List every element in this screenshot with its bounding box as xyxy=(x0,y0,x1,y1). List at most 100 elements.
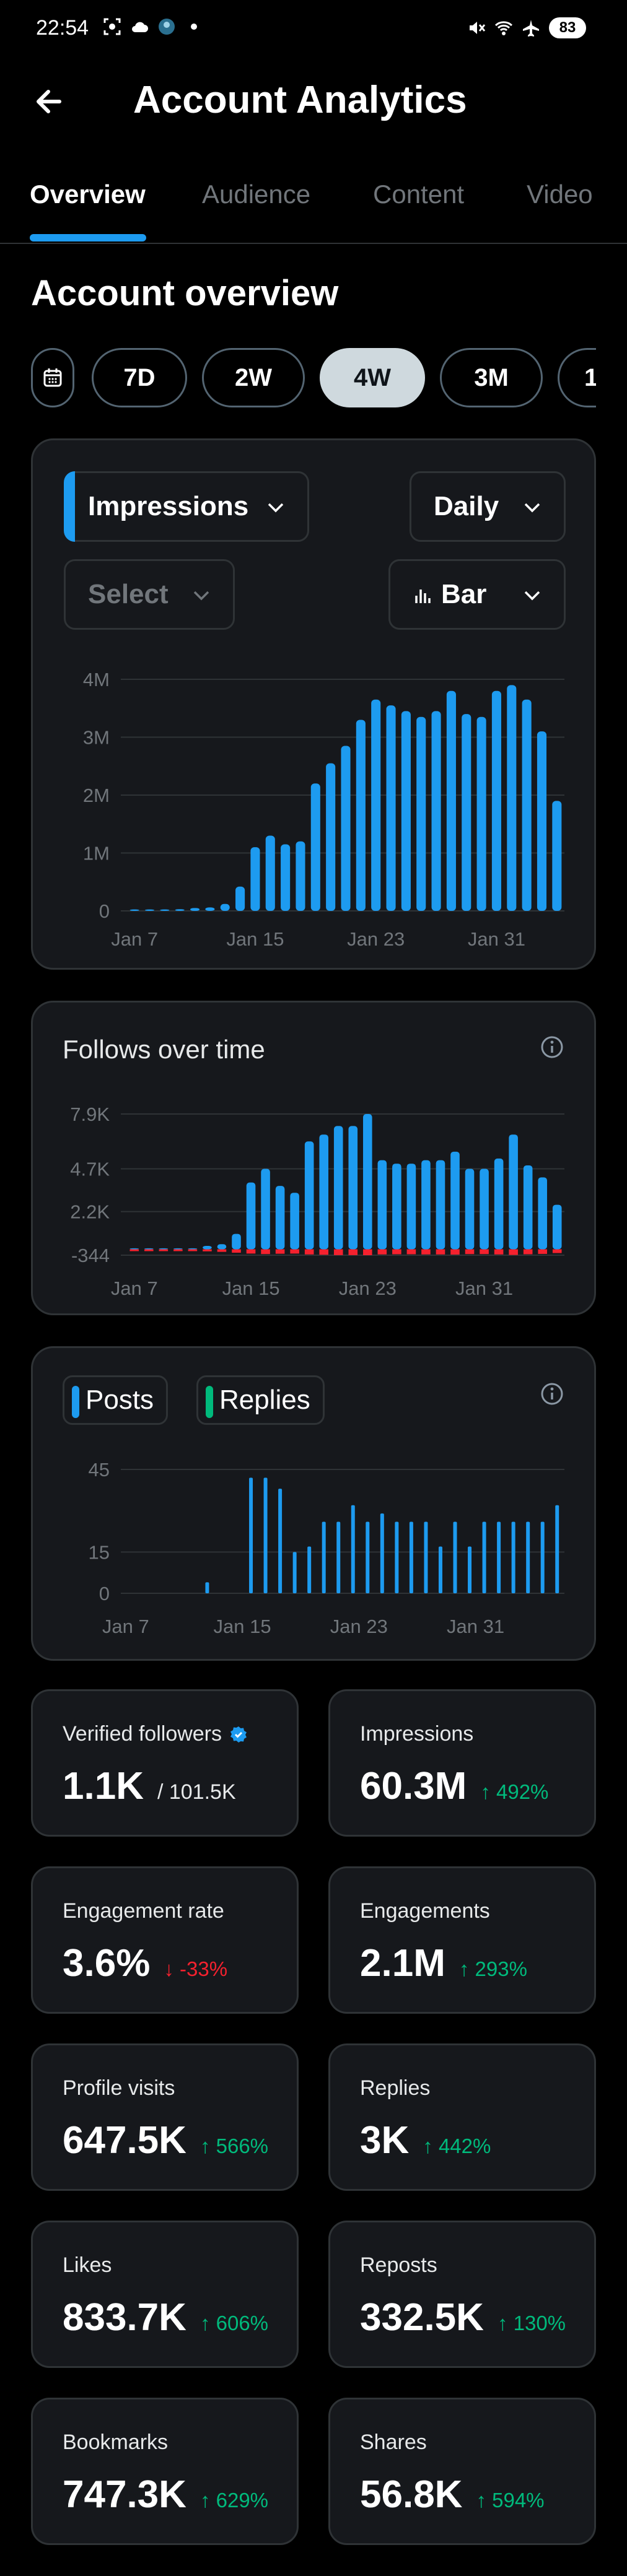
follows-gained-bar xyxy=(144,1248,154,1250)
follows-gained-bar xyxy=(509,1134,518,1250)
impressions-bar xyxy=(386,705,396,911)
stat-delta-value: 442% xyxy=(438,2134,491,2157)
range-4w[interactable]: 4W xyxy=(320,348,425,407)
y-tick-label: 2.2K xyxy=(70,1201,110,1223)
info-icon[interactable] xyxy=(540,1035,564,1060)
tab-audience[interactable]: Audience xyxy=(202,180,311,209)
range-2w[interactable]: 2W xyxy=(202,348,305,407)
stat-engagement-rate[interactable]: Engagement rate 3.6% ↓ -33% xyxy=(31,1866,299,2014)
follows-gained-bar xyxy=(129,1248,139,1250)
posts-bar xyxy=(468,1546,472,1593)
stat-reposts[interactable]: Reposts 332.5K ↑ 130% xyxy=(328,2221,596,2368)
impressions-bar xyxy=(491,690,501,911)
follows-gained-bar xyxy=(421,1160,431,1250)
tab-video[interactable]: Video xyxy=(527,180,593,209)
posts-bar xyxy=(307,1546,312,1593)
follows-gained-bar xyxy=(304,1141,314,1250)
stat-value-wrap: 833.7K ↑ 606% xyxy=(63,2295,268,2339)
follows-lost-bar xyxy=(377,1249,387,1255)
stat-replies[interactable]: Replies 3K ↑ 442% xyxy=(328,2043,596,2191)
follows-gained-bar xyxy=(494,1158,504,1250)
active-tab-indicator xyxy=(30,234,146,242)
stat-impressions[interactable]: Impressions 60.3M ↑ 492% xyxy=(328,1689,596,1837)
stat-delta-value: 130% xyxy=(513,2312,566,2334)
granularity-dropdown[interactable]: Daily xyxy=(410,471,566,542)
notification-dot-icon xyxy=(191,24,197,30)
stat-engagements[interactable]: Engagements 2.1M ↑ 293% xyxy=(328,1866,596,2014)
follows-gained-bar xyxy=(232,1234,241,1250)
stat-bookmarks[interactable]: Bookmarks 747.3K ↑ 629% xyxy=(31,2398,299,2545)
compare-dropdown[interactable]: Select xyxy=(64,559,235,630)
stat-delta: ↑ 566% xyxy=(200,2134,269,2157)
mute-icon xyxy=(470,22,486,34)
stat-label: Reposts xyxy=(360,2253,437,2277)
stat-delta: ↑ 629% xyxy=(200,2489,269,2512)
impressions-bar xyxy=(462,714,471,911)
follows-lost-bar xyxy=(480,1249,489,1255)
follows-lost-bar xyxy=(173,1249,183,1251)
impressions-bar xyxy=(310,783,320,911)
stat-shares[interactable]: Shares 56.8K ↑ 594% xyxy=(328,2398,596,2545)
y-tick-label: 15 xyxy=(89,1541,110,1563)
impressions-bar xyxy=(356,720,366,911)
stat-label: Replies xyxy=(360,2076,431,2100)
chart-type-label: Bar xyxy=(441,579,487,609)
stat-value: 833.7K xyxy=(63,2296,186,2339)
impressions-bar xyxy=(341,746,351,911)
legend-posts[interactable]: Posts xyxy=(63,1375,169,1425)
stat-delta-value: 492% xyxy=(496,1780,549,1803)
impressions-bar xyxy=(401,711,411,911)
follows-gained-bar xyxy=(436,1160,445,1250)
follows-gained-bar xyxy=(261,1168,270,1250)
info-icon[interactable] xyxy=(540,1382,564,1406)
follows-gained-bar xyxy=(377,1160,387,1250)
posts-bar xyxy=(424,1521,428,1593)
impressions-bar xyxy=(522,699,532,911)
legend-replies[interactable]: Replies xyxy=(196,1375,325,1425)
stat-value-wrap: 332.5K ↑ 130% xyxy=(360,2295,566,2339)
impressions-bar xyxy=(371,699,381,911)
status-time: 22:54 xyxy=(36,16,89,40)
follows-card-title: Follows over time xyxy=(63,1035,265,1064)
page-title: Account Analytics xyxy=(133,79,467,121)
x-tick-label: Jan 15 xyxy=(213,1616,271,1637)
tab-content[interactable]: Content xyxy=(373,180,465,209)
posts-bar xyxy=(540,1521,545,1593)
battery-indicator: 83 xyxy=(549,17,586,38)
chevron-down-icon xyxy=(524,503,540,513)
follows-lost-bar xyxy=(261,1249,270,1255)
stat-value: 1.1K xyxy=(63,1765,144,1808)
stat-profile-visits[interactable]: Profile visits 647.5K ↑ 566% xyxy=(31,2043,299,2191)
impressions-bar xyxy=(235,886,245,911)
range-3m[interactable]: 3M xyxy=(440,348,543,407)
follows-lost-bar xyxy=(363,1249,372,1255)
status-bar: 22:54 83 xyxy=(0,0,627,59)
y-tick-label: 1M xyxy=(83,843,110,864)
range-7d[interactable]: 7D xyxy=(92,348,187,407)
impressions-bar xyxy=(537,731,547,911)
impressions-bar xyxy=(431,711,441,911)
stat-verified-followers[interactable]: Verified followers 1.1K / 101.5K xyxy=(31,1689,299,1837)
posts-bar xyxy=(482,1521,486,1593)
range-1y[interactable]: 1 xyxy=(558,348,596,407)
stat-value-wrap: 747.3K ↑ 629% xyxy=(63,2473,268,2517)
chart-type-dropdown[interactable]: Bar xyxy=(388,559,566,630)
follows-lost-bar xyxy=(217,1249,227,1252)
back-arrow-icon[interactable] xyxy=(31,82,71,121)
status-left-icons xyxy=(103,17,203,36)
follows-lost-bar xyxy=(232,1249,241,1253)
calendar-button[interactable] xyxy=(31,348,74,407)
follows-gained-bar xyxy=(392,1164,401,1250)
follows-gained-bar xyxy=(480,1168,489,1250)
follows-gained-bar xyxy=(217,1244,227,1250)
posts-bar xyxy=(526,1521,530,1593)
posts-bar xyxy=(555,1505,559,1593)
tab-overview[interactable]: Overview xyxy=(30,180,146,209)
metric-dropdown[interactable]: Impressions xyxy=(64,471,309,542)
posts-bar xyxy=(351,1505,355,1593)
screenshot-icon xyxy=(103,18,121,35)
app-icon xyxy=(159,19,175,35)
stat-likes[interactable]: Likes 833.7K ↑ 606% xyxy=(31,2221,299,2368)
follows-gained-bar xyxy=(246,1182,256,1250)
posts-bar xyxy=(438,1546,442,1593)
